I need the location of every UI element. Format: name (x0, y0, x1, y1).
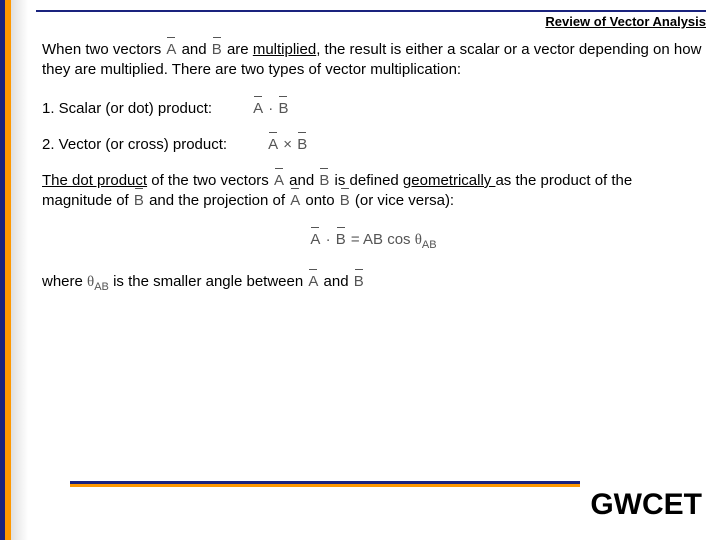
dot-operator: · (268, 100, 273, 117)
dotdef-vec-b2: B (133, 191, 145, 211)
dotdef-vec-b3: B (339, 191, 351, 211)
slide-content: When two vectors A and B are multiplied,… (42, 40, 704, 313)
formula-b: B (335, 230, 347, 250)
header-rule (36, 10, 706, 12)
where-vec-a: A (307, 272, 319, 292)
vector-product-row: 2. Vector (or cross) product: A × B (42, 135, 704, 155)
left-gradient-border (0, 0, 28, 540)
dotdef-t9: (or vice versa): (351, 192, 454, 209)
footer-rule (70, 481, 580, 484)
intro-underline-multiplied: multiplied (253, 41, 316, 58)
dotdef-t5: geometrically (403, 172, 496, 189)
vector-product-label: 2. Vector (or cross) product: (42, 135, 227, 155)
where-clause: where θAB is the smaller angle between A… (42, 272, 704, 295)
cross-product-expression: A × B (267, 135, 308, 155)
dot-a: A (252, 99, 264, 119)
formula-eq: = (351, 231, 360, 248)
vector-a-symbol: A (165, 40, 177, 60)
cross-a: A (267, 135, 279, 155)
where-vec-b: B (353, 272, 365, 292)
formula-cos: cos (387, 231, 410, 248)
dot-b: B (277, 99, 289, 119)
dotdef-t2: of the two vectors (147, 172, 273, 189)
dotdef-vec-a2: A (289, 191, 301, 211)
scalar-product-label: 1. Scalar (or dot) product: (42, 99, 212, 119)
dotdef-t1: The dot product (42, 172, 147, 189)
formula-theta-sub: AB (422, 239, 437, 251)
formula-dot: · (326, 231, 331, 248)
vector-b-symbol: B (211, 40, 223, 60)
dotdef-t4: is defined (330, 172, 403, 189)
where-theta-sub: AB (94, 281, 109, 293)
intro-paragraph: When two vectors A and B are multiplied,… (42, 40, 704, 81)
dotdef-vec-a1: A (273, 171, 285, 191)
formula-a: A (309, 230, 321, 250)
where-w1: where (42, 273, 87, 290)
dotdef-t8: onto (301, 192, 339, 209)
cross-operator: × (283, 136, 292, 153)
formula-theta: θ (415, 232, 422, 248)
cross-b: B (296, 135, 308, 155)
intro-text-a: When two vectors (42, 41, 165, 58)
page-header-title: Review of Vector Analysis (545, 14, 706, 29)
dot-definition-paragraph: The dot product of the two vectors A and… (42, 171, 704, 212)
intro-text-b: and (182, 41, 211, 58)
formula-ab: AB (363, 231, 383, 248)
dotdef-vec-b1: B (318, 171, 330, 191)
dot-product-formula: A · B = AB cos θAB (42, 230, 704, 253)
where-w3: and (324, 273, 353, 290)
scalar-product-row: 1. Scalar (or dot) product: A · B (42, 99, 704, 119)
dotdef-t3: and (285, 172, 318, 189)
where-w2: is the smaller angle between (113, 273, 307, 290)
intro-text-c: are (227, 41, 253, 58)
footer-brand: GWCET (590, 488, 702, 522)
dotdef-t7: and the projection of (145, 192, 289, 209)
dot-product-expression: A · B (252, 99, 289, 119)
